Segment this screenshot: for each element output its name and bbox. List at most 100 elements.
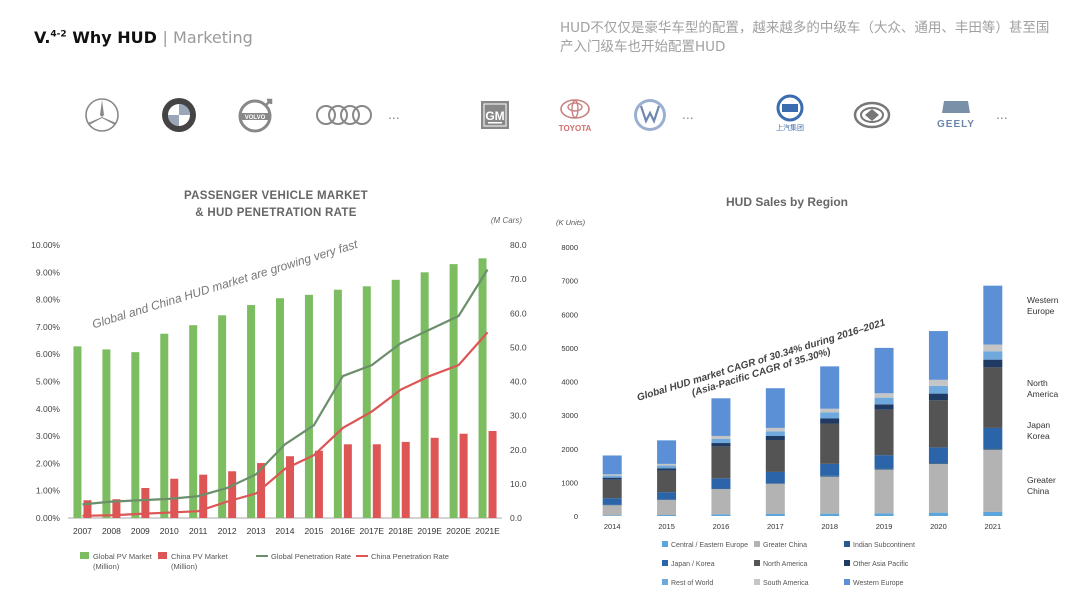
stacked-bar-segment — [602, 479, 622, 499]
section-sup: 4-2 — [50, 29, 67, 40]
stacked-bar-segment — [928, 331, 948, 380]
stacked-bar-segment — [657, 499, 677, 515]
stacked-bar-segment — [874, 404, 894, 410]
stacked-bar-segment — [983, 359, 1003, 368]
section-number: V. — [34, 28, 51, 47]
bar-global-pv — [478, 258, 487, 518]
gm-logo-text: GM — [485, 109, 504, 123]
stacked-bar-segment — [711, 446, 731, 479]
geely-logo: GEELY — [928, 92, 984, 138]
stacked-bar-segment — [928, 400, 948, 448]
stacked-bar-segment — [602, 474, 622, 476]
y-left-tick: 7.00% — [36, 322, 61, 332]
legend-swatch — [158, 552, 167, 559]
y-right-tick: 60.0 — [510, 308, 527, 318]
stacked-bar-segment — [874, 347, 894, 394]
stacked-bar-segment — [874, 513, 894, 516]
y-tick: 5000 — [561, 344, 578, 353]
legend-item: Western Europe — [844, 579, 904, 587]
legend-item: Global Penetration Rate — [256, 552, 351, 561]
bar-china-pv — [372, 444, 381, 518]
legend-item: Global PV Market(Million) — [80, 552, 153, 571]
stacked-bar-segment — [928, 512, 948, 516]
stacked-bar-segment — [983, 285, 1003, 345]
stacked-bar-segment — [765, 483, 785, 514]
y-tick: 1000 — [561, 478, 578, 487]
legend-swatch — [662, 541, 668, 547]
stacked-bar-segment — [657, 463, 677, 466]
bar-global-pv — [160, 333, 169, 518]
x-tick: 2014 — [276, 526, 295, 536]
stacked-bar-segment — [928, 463, 948, 513]
y-left-tick: 3.00% — [36, 431, 61, 441]
mercedes-benz-logo — [82, 92, 122, 138]
stacked-bar-segment — [657, 468, 677, 471]
bar-china-pv — [286, 456, 294, 518]
bar-china-pv — [401, 441, 410, 518]
y-left-tick: 1.00% — [36, 486, 61, 496]
legend-swatch — [80, 552, 89, 559]
legend-label: Indian Subcontinent — [853, 542, 915, 549]
side-region-label: China — [1027, 486, 1049, 496]
stacked-bar-segment — [602, 498, 622, 505]
toyota-logo: TOYOTA — [552, 92, 598, 138]
header-note: HUD不仅仅是豪华车型的配置，越来越多的中级车（大众、通用、丰田等）甚至国产入门… — [560, 20, 1050, 55]
legend-label: (Million) — [93, 562, 120, 571]
stacked-bar-segment — [820, 513, 840, 516]
side-region-label: Korea — [1027, 431, 1050, 441]
stacked-bar-segment — [820, 418, 840, 424]
bar-global-pv — [276, 298, 284, 518]
stacked-bar-segment — [983, 449, 1003, 512]
logos-ellipsis-3: ... — [996, 106, 1008, 122]
y-left-tick: 0.00% — [36, 513, 61, 523]
stacked-bar-segment — [928, 447, 948, 463]
bmw-logo — [158, 92, 200, 138]
stacked-bar-segment — [820, 423, 840, 464]
legend-item: North America — [754, 560, 807, 568]
stacked-bar-segment — [874, 469, 894, 514]
legend-swatch — [754, 560, 760, 566]
legend-label: Global PV Market — [93, 552, 153, 561]
x-tick: 2015 — [304, 526, 323, 536]
title-text: Why HUD — [72, 28, 157, 47]
stacked-bar-segment — [820, 476, 840, 514]
stacked-bar-segment — [602, 475, 622, 478]
bar-china-pv — [488, 430, 497, 518]
legend-label: South America — [763, 580, 809, 587]
saic-logo-text: 上汽集团 — [776, 123, 804, 132]
stacked-bar-segment — [602, 505, 622, 516]
bar-global-pv — [218, 315, 227, 518]
line-china-penetration — [82, 331, 489, 517]
x-tick: 2007 — [73, 526, 92, 536]
bar-china-pv — [83, 500, 92, 518]
bar-china-pv — [228, 471, 237, 518]
stacked-bar-segment — [765, 471, 785, 484]
y-right-tick: 50.0 — [510, 342, 527, 352]
volkswagen-logo — [630, 92, 670, 138]
stacked-bar-segment — [983, 511, 1003, 516]
y-tick: 6000 — [561, 310, 578, 319]
legend-item: Indian Subcontinent — [844, 541, 915, 549]
stacked-bar-segment — [820, 408, 840, 413]
legend-label: Rest of World — [671, 580, 713, 587]
y-tick: 2000 — [561, 445, 578, 454]
stacked-bar-segment — [874, 409, 894, 456]
x-tick: 2021 — [984, 522, 1001, 531]
stacked-bar-segment — [983, 427, 1003, 449]
y-left-tick: 9.00% — [36, 267, 61, 277]
stacked-bar-segment — [820, 475, 840, 477]
x-tick: 2014 — [604, 522, 621, 531]
side-region-label: Western — [1027, 295, 1059, 305]
bar-global-pv — [391, 279, 400, 518]
x-tick: 2018E — [388, 526, 413, 536]
x-tick: 2017 — [767, 522, 784, 531]
x-tick: 2016 — [713, 522, 730, 531]
x-tick: 2013 — [247, 526, 266, 536]
stacked-bar-segment — [874, 397, 894, 405]
stacked-bar-segment — [765, 431, 785, 436]
y-tick: 7000 — [561, 277, 578, 286]
stacked-bar-segment — [602, 515, 622, 516]
legend-swatch — [754, 541, 760, 547]
legend-swatch — [844, 579, 850, 585]
legend-item: South America — [754, 579, 809, 587]
